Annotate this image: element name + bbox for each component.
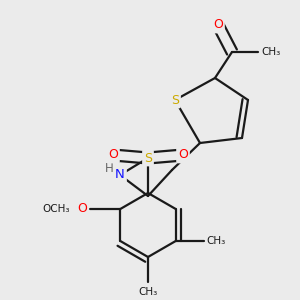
Text: O: O (213, 19, 223, 32)
Text: O: O (77, 202, 87, 215)
Text: OCH₃: OCH₃ (43, 204, 70, 214)
Text: CH₃: CH₃ (261, 47, 280, 57)
Text: O: O (108, 148, 118, 161)
Text: CH₃: CH₃ (207, 236, 226, 246)
Text: S: S (144, 152, 152, 164)
Text: N: N (115, 169, 125, 182)
Text: O: O (178, 148, 188, 161)
Text: CH₃: CH₃ (138, 287, 158, 297)
Text: S: S (171, 94, 179, 106)
Text: H: H (105, 163, 113, 176)
